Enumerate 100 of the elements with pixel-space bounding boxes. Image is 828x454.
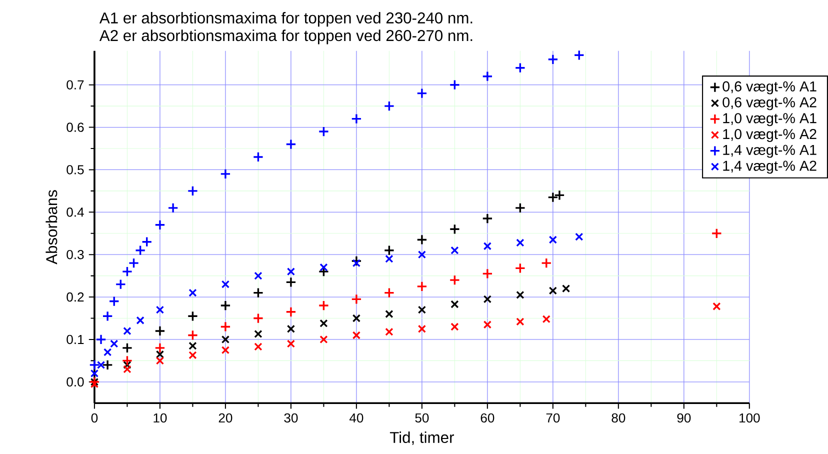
y-tick-label: 0.4	[66, 208, 84, 217]
point	[516, 238, 524, 247]
point	[252, 152, 264, 162]
point	[482, 268, 493, 280]
x-tick-label: 40	[349, 413, 364, 423]
point	[154, 326, 166, 336]
point	[352, 314, 361, 322]
legend-label: 0,6 vægt-% A1	[722, 81, 816, 94]
legend-label: 1,0 vægt-% A1	[723, 113, 816, 126]
point	[418, 250, 426, 259]
point	[187, 186, 198, 196]
point	[449, 224, 460, 235]
point	[286, 306, 296, 318]
point	[221, 335, 230, 344]
point	[286, 340, 296, 348]
point	[384, 244, 395, 256]
point	[483, 295, 492, 304]
y-tick-label: 0.6	[66, 122, 84, 132]
x-tick-label: 60	[480, 413, 494, 423]
x-tick-label: 0	[91, 413, 98, 423]
point	[252, 287, 264, 298]
point	[220, 300, 231, 311]
point	[187, 330, 198, 341]
point	[482, 213, 493, 224]
point	[514, 62, 526, 74]
point	[188, 351, 197, 360]
x-tick-label: 100	[740, 413, 760, 423]
point	[136, 316, 144, 324]
point	[123, 360, 132, 370]
x-tick-label: 90	[677, 413, 691, 423]
point	[123, 365, 132, 374]
legend-label: 0,6 vægt-% A2	[722, 97, 816, 110]
x-tick-label: 10	[154, 413, 167, 423]
point	[102, 310, 113, 322]
point	[128, 258, 140, 268]
point	[384, 100, 395, 112]
point	[122, 342, 133, 354]
point	[221, 280, 230, 288]
point	[286, 324, 296, 333]
point	[254, 272, 262, 280]
point	[220, 168, 231, 180]
point	[351, 113, 362, 124]
x-tick-label: 70	[546, 413, 560, 423]
point	[574, 50, 585, 61]
point	[318, 126, 330, 137]
point	[122, 355, 133, 366]
point	[220, 321, 231, 332]
point	[516, 290, 524, 299]
point	[514, 262, 526, 274]
point	[115, 278, 126, 290]
point	[450, 246, 459, 254]
x-tick-label: 20	[218, 413, 232, 423]
point	[514, 202, 526, 214]
point	[483, 242, 492, 250]
point	[156, 306, 164, 314]
point	[416, 234, 428, 246]
point	[450, 300, 459, 308]
legend-label: 1,0 vægt-% A2	[723, 128, 816, 142]
point	[352, 259, 361, 268]
point	[712, 302, 721, 310]
y-tick-label: 0.0	[66, 377, 84, 387]
point	[156, 356, 164, 365]
point	[96, 334, 106, 345]
x-tick-label: 30	[284, 413, 298, 423]
point	[449, 274, 460, 286]
legend-label: 1,4 vægt-% A2	[723, 160, 816, 174]
x-axis-title: Tid, timer	[390, 432, 454, 445]
point	[102, 360, 113, 370]
x-tick-label: 80	[612, 413, 626, 423]
y-tick-label: 0.3	[66, 250, 84, 260]
point	[352, 331, 361, 340]
point	[110, 340, 118, 348]
point	[562, 284, 570, 293]
chart-title: A1 er absorbtionsmaxima for toppen ved 230-240 nm.	[99, 12, 472, 27]
point	[90, 380, 99, 388]
x-tick-label: 50	[415, 413, 429, 423]
point	[252, 312, 264, 324]
point	[286, 138, 296, 150]
point	[320, 335, 328, 344]
y-axis-title: Absorbans	[46, 190, 58, 264]
point	[187, 310, 198, 322]
point	[554, 190, 565, 201]
point	[141, 236, 152, 248]
point	[320, 263, 328, 272]
point	[575, 232, 584, 241]
point	[168, 202, 178, 214]
point	[711, 228, 722, 239]
point	[351, 256, 362, 266]
y-tick-label: 0.1	[66, 334, 84, 344]
y-tick-label: 0.5	[66, 165, 84, 174]
point	[103, 348, 112, 356]
point	[318, 300, 330, 311]
point	[548, 236, 558, 244]
point	[286, 267, 296, 276]
point	[542, 315, 550, 324]
point	[416, 281, 428, 292]
point	[122, 266, 133, 277]
chart-subtitle: A2 er absorbtionsmaxima for toppen ved 260-270 nm.	[99, 30, 472, 44]
point	[385, 310, 394, 318]
y-tick-label: 0.7	[66, 80, 84, 90]
